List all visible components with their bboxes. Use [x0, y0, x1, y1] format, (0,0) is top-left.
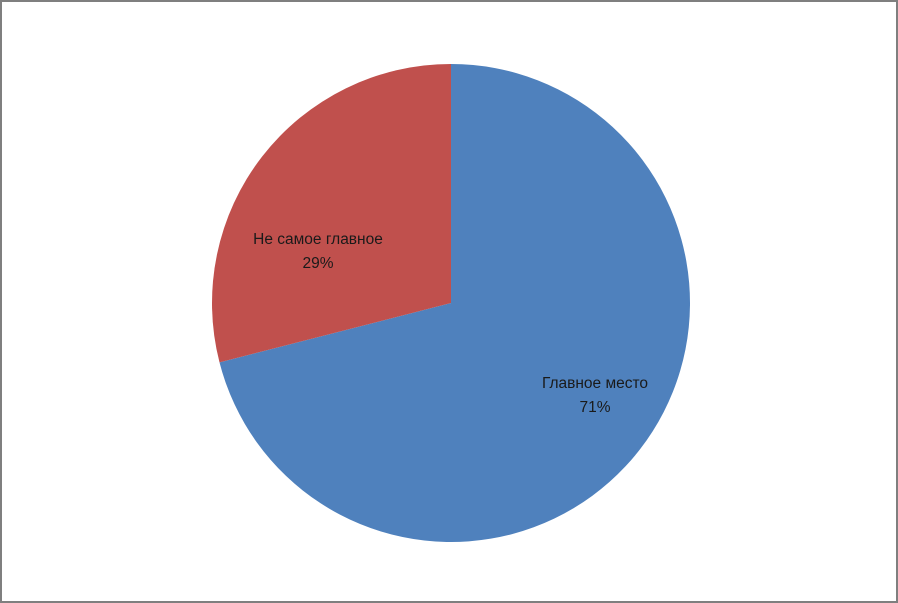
pie-slice-not-main[interactable]	[212, 64, 451, 363]
pie-slice-main-place[interactable]	[219, 64, 691, 542]
